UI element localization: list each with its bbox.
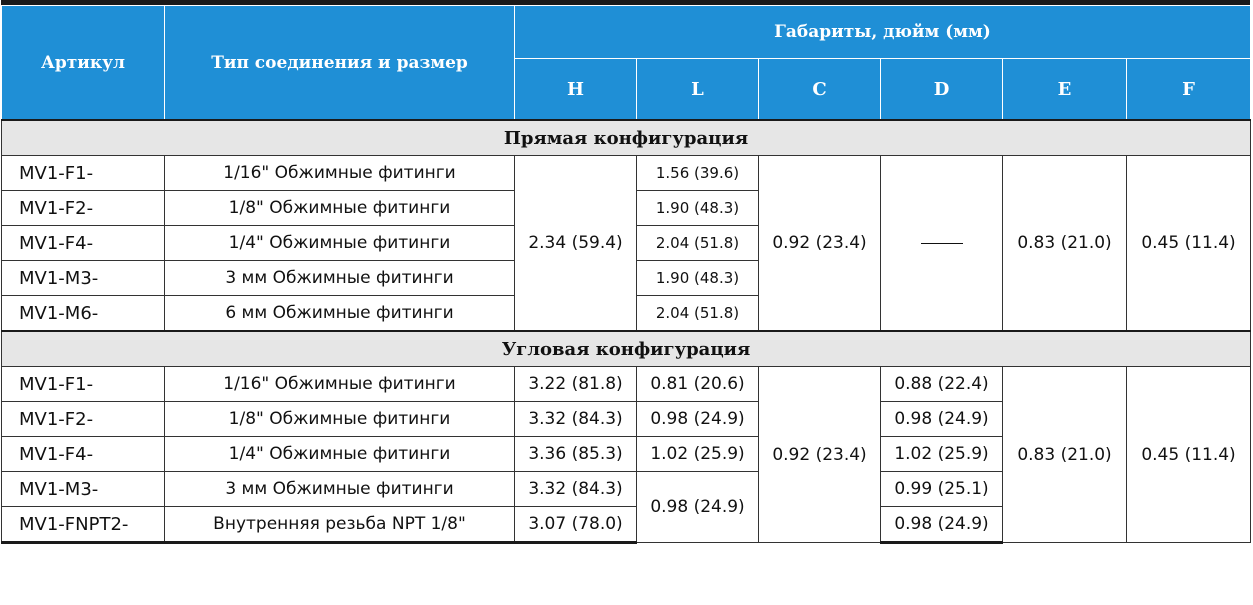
header-col-f: F <box>1125 58 1252 121</box>
header-col-d: D <box>880 58 1003 121</box>
table-cell-l: 1.90 (48.3) <box>636 190 759 226</box>
table-cell-article: MV1-F1- <box>1 366 165 402</box>
table-cell-connection: 3 мм Обжимные фитинги <box>164 471 515 507</box>
dimensions-table: Артикул Тип соединения и размер Габариты… <box>0 5 1252 544</box>
table-cell-e: 0.83 (21.0) <box>1002 155 1127 332</box>
table-cell-connection: 3 мм Обжимные фитинги <box>164 260 515 296</box>
table-cell-c: 0.92 (23.4) <box>758 155 881 332</box>
table-cell-h: 3.32 (84.3) <box>514 471 637 507</box>
table-cell-d: 1.02 (25.9) <box>880 436 1003 472</box>
table-cell-l: 0.81 (20.6) <box>636 366 759 402</box>
table-cell-e: 0.83 (21.0) <box>1002 366 1127 543</box>
header-connection: Тип соединения и размер <box>164 5 515 121</box>
table-cell-l: 1.90 (48.3) <box>636 260 759 296</box>
table-cell-l: 2.04 (51.8) <box>636 225 759 261</box>
table-cell-article: MV1-M6- <box>1 295 165 332</box>
dash-placeholder <box>920 242 963 244</box>
table-cell-c: 0.92 (23.4) <box>758 366 881 543</box>
header-col-c: C <box>758 58 881 121</box>
table-cell-d: 0.99 (25.1) <box>880 471 1003 507</box>
table-cell-article: MV1-M3- <box>1 471 165 507</box>
table-cell-connection: 6 мм Обжимные фитинги <box>164 295 515 332</box>
header-dimensions: Габариты, дюйм (мм) <box>513 5 1252 59</box>
table-cell-l: 1.56 (39.6) <box>636 155 759 191</box>
table-cell-connection: 1/4" Обжимные фитинги <box>164 436 515 472</box>
table-cell-h: 2.34 (59.4) <box>514 155 637 332</box>
table-cell-d: 0.88 (22.4) <box>880 366 1003 402</box>
table-cell-connection: 1/16" Обжимные фитинги <box>164 155 515 191</box>
section-title-angled: Угловая конфигурация <box>0 330 1252 367</box>
table-cell-article: MV1-F4- <box>1 436 165 472</box>
section-title-straight: Прямая конфигурация <box>0 119 1252 156</box>
table-cell-h: 3.22 (81.8) <box>514 366 637 402</box>
table-cell-connection: 1/8" Обжимные фитинги <box>164 190 515 226</box>
table-cell-l: 0.98 (24.9) <box>636 471 759 543</box>
header-col-l: L <box>636 58 759 121</box>
table-cell-article: MV1-F2- <box>1 401 165 437</box>
table-cell-d: 0.98 (24.9) <box>880 401 1003 437</box>
header-article: Артикул <box>1 5 165 121</box>
table-cell-f: 0.45 (11.4) <box>1125 155 1252 332</box>
table-cell-l: 0.98 (24.9) <box>636 401 759 437</box>
table-cell-article: MV1-FNPT2- <box>1 506 165 544</box>
table-cell-article: MV1-F1- <box>1 155 165 191</box>
table-cell-article: MV1-F2- <box>1 190 165 226</box>
table-cell-connection: 1/4" Обжимные фитинги <box>164 225 515 261</box>
table-cell-article: MV1-M3- <box>1 260 165 296</box>
table-cell-h: 3.32 (84.3) <box>514 401 637 437</box>
table-cell-connection: 1/16" Обжимные фитинги <box>164 366 515 402</box>
table-cell-article: MV1-F4- <box>1 225 165 261</box>
table-cell-l: 2.04 (51.8) <box>636 295 759 332</box>
table-cell-l: 1.02 (25.9) <box>636 436 759 472</box>
header-col-e: E <box>1002 58 1127 121</box>
top-rule <box>1 0 1250 5</box>
table-cell-connection: 1/8" Обжимные фитинги <box>164 401 515 437</box>
table-cell-h: 3.07 (78.0) <box>514 506 637 544</box>
table-cell-d <box>880 155 1003 332</box>
table-cell-f: 0.45 (11.4) <box>1125 366 1252 543</box>
table-cell-d: 0.98 (24.9) <box>880 506 1003 544</box>
header-col-h: H <box>514 58 637 121</box>
table-cell-connection: Внутренняя резьба NPT 1/8" <box>164 506 515 544</box>
table-cell-h: 3.36 (85.3) <box>514 436 637 472</box>
dimensions-table-wrapper: Артикул Тип соединения и размер Габариты… <box>0 0 1252 544</box>
